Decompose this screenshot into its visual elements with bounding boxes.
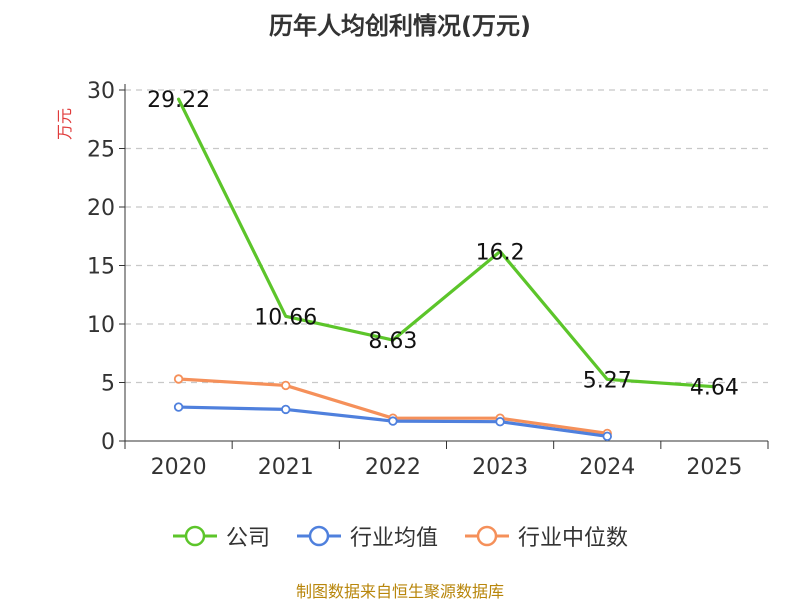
series-2-point xyxy=(281,380,291,391)
x-tick-label: 2022 xyxy=(365,455,421,480)
legend: 公司 行业均值 行业中位数 xyxy=(0,520,800,552)
data-label: 5.27 xyxy=(583,368,632,393)
data-label: 4.64 xyxy=(690,376,739,401)
y-tick-label: 10 xyxy=(87,313,115,338)
y-tick-label: 25 xyxy=(87,138,115,163)
legend-marker-icon xyxy=(465,525,509,547)
series-2-point xyxy=(173,374,184,384)
legend-item[interactable]: 行业中位数 xyxy=(464,520,628,552)
y-tick-label: 15 xyxy=(87,255,115,280)
x-tick-label: 2024 xyxy=(579,455,635,480)
legend-marker-icon xyxy=(296,525,341,547)
legend-item[interactable]: 公司 xyxy=(172,520,270,552)
data-label: 16.2 xyxy=(476,240,525,265)
x-tick-label: 2020 xyxy=(151,455,207,480)
source-note: 制图数据来自恒生聚源数据库 xyxy=(295,582,504,601)
x-tick-label: 2023 xyxy=(472,455,528,480)
legend-label: 公司 xyxy=(225,526,270,551)
x-tick-label: 2025 xyxy=(686,455,742,480)
legend-marker-icon xyxy=(172,525,217,547)
legend-label: 行业均值 xyxy=(349,526,438,551)
y-tick-label: 0 xyxy=(101,430,115,455)
legend-label: 行业中位数 xyxy=(518,526,629,551)
series-1-point xyxy=(281,404,291,415)
legend-item[interactable]: 行业均值 xyxy=(296,520,438,552)
series-1-point xyxy=(495,416,505,427)
y-axis-label: 万元 xyxy=(55,108,74,140)
series-1-point xyxy=(602,431,612,442)
chart-title: 历年人均创利情况(万元) xyxy=(269,12,531,40)
x-tick-label: 2021 xyxy=(258,455,314,480)
data-label: 29.22 xyxy=(147,88,210,113)
data-label: 10.66 xyxy=(254,305,317,330)
series-1-point xyxy=(388,416,398,426)
y-tick-label: 5 xyxy=(101,372,115,397)
series-line-0 xyxy=(176,97,717,389)
data-label: 8.63 xyxy=(368,329,417,354)
series-1-point xyxy=(173,402,184,412)
y-tick-label: 20 xyxy=(87,196,115,221)
y-tick-label: 30 xyxy=(87,79,115,104)
